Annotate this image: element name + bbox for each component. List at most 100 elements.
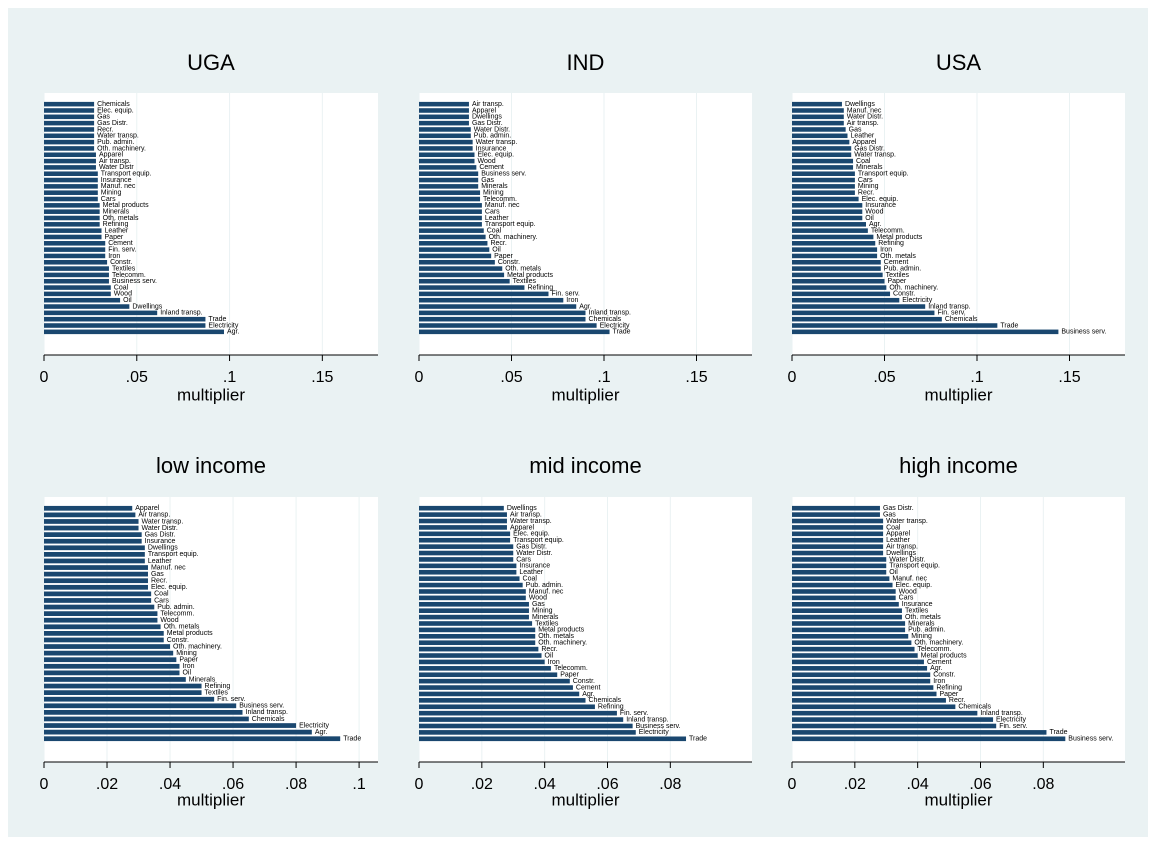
bar <box>44 171 98 177</box>
category-label: Chemicals <box>945 316 978 323</box>
bar <box>792 646 915 652</box>
category-label: Iron <box>933 678 945 685</box>
category-label: Telecomm. <box>871 227 905 234</box>
bar <box>792 253 878 259</box>
chart-title: low income <box>156 453 266 478</box>
x-axis-label: multiplier <box>551 790 619 809</box>
bar <box>419 209 482 214</box>
category-label: Water transp. <box>886 518 928 525</box>
bar <box>44 505 133 511</box>
category-label: Minerals <box>856 164 883 171</box>
bar <box>44 696 215 702</box>
category-label: Pub. admin. <box>157 604 194 611</box>
category-label: Telecomm. <box>918 646 952 653</box>
category-label: Dwellings <box>845 101 875 108</box>
category-label: Air transp. <box>472 101 504 108</box>
bar <box>419 698 586 703</box>
bar <box>792 659 924 665</box>
bar <box>792 291 891 297</box>
bar <box>44 285 111 290</box>
bar <box>419 710 617 716</box>
bar <box>44 624 161 630</box>
category-label: Chemicals <box>97 101 130 108</box>
category-label: Manuf. nec <box>847 107 882 114</box>
category-label: Apparel <box>852 139 877 146</box>
bar <box>419 297 564 303</box>
bar <box>419 646 539 652</box>
bar <box>44 323 206 328</box>
bar <box>792 627 906 633</box>
category-label: Cars <box>858 177 873 184</box>
bar <box>44 670 180 676</box>
bar <box>44 604 155 610</box>
bar <box>44 304 130 309</box>
bar <box>44 215 100 221</box>
bar <box>419 531 511 537</box>
bar <box>419 723 633 729</box>
category-label: Water Distr. <box>474 126 510 133</box>
x-tick-label: .02 <box>844 776 866 793</box>
category-label: Oil <box>889 569 898 576</box>
bar <box>419 266 503 271</box>
category-label: Minerals <box>908 620 935 627</box>
bar <box>44 598 152 603</box>
category-label: Leather <box>148 558 172 565</box>
bar <box>419 608 529 613</box>
bar <box>792 152 852 158</box>
category-label: Manuf. nec <box>151 564 186 571</box>
category-label: Refining <box>598 704 624 711</box>
category-label: Chemicals <box>589 697 622 704</box>
bar <box>44 611 158 616</box>
bar <box>44 108 95 113</box>
category-label: Iron <box>880 246 892 253</box>
bar <box>419 241 488 246</box>
category-label: Recr. <box>490 240 506 247</box>
bar <box>44 278 109 284</box>
category-label: Manuf. nec <box>101 183 136 190</box>
bar <box>419 582 523 588</box>
category-label: Agr. <box>930 665 943 672</box>
bar <box>792 241 876 246</box>
category-label: Telecomm. <box>483 196 517 203</box>
x-tick-label: 0 <box>415 369 424 386</box>
bar <box>419 678 570 684</box>
bar <box>792 569 887 575</box>
bar <box>792 685 934 690</box>
category-label: Fin. serv. <box>552 291 580 298</box>
category-label: Oth. machinery. <box>889 284 938 291</box>
x-tick-label: 0 <box>415 776 424 793</box>
bar <box>792 266 881 271</box>
bar <box>792 304 926 309</box>
bar <box>792 518 884 524</box>
category-label: Oth. metals <box>164 624 200 631</box>
category-label: Paper <box>105 234 124 241</box>
category-label: Mining <box>176 650 197 657</box>
bar <box>419 512 507 517</box>
bar <box>419 158 475 164</box>
chart-title: USA <box>936 50 982 75</box>
category-label: Transport equip. <box>101 171 152 178</box>
category-label: Apparel <box>510 524 535 531</box>
bar <box>792 723 997 729</box>
category-label: Mining <box>532 608 553 615</box>
bar <box>44 644 171 649</box>
bar <box>44 114 95 120</box>
category-label: Constr. <box>573 678 595 685</box>
bar <box>792 736 1066 742</box>
bar <box>419 627 536 633</box>
bar <box>419 525 507 530</box>
category-label: Water transp. <box>510 518 552 525</box>
bar <box>792 323 998 328</box>
category-label: Metal products <box>167 630 213 637</box>
bar <box>792 550 884 556</box>
category-label: Iron <box>566 297 578 304</box>
category-label: Textiles <box>886 272 910 279</box>
bar <box>792 698 946 703</box>
category-label: Water transp. <box>476 139 518 146</box>
bar <box>44 571 148 577</box>
category-label: Leather <box>105 227 129 234</box>
category-label: Oth. machinery. <box>97 145 146 152</box>
bar <box>419 165 477 170</box>
category-label: Mining <box>911 633 932 640</box>
category-label: Mining <box>858 183 879 190</box>
